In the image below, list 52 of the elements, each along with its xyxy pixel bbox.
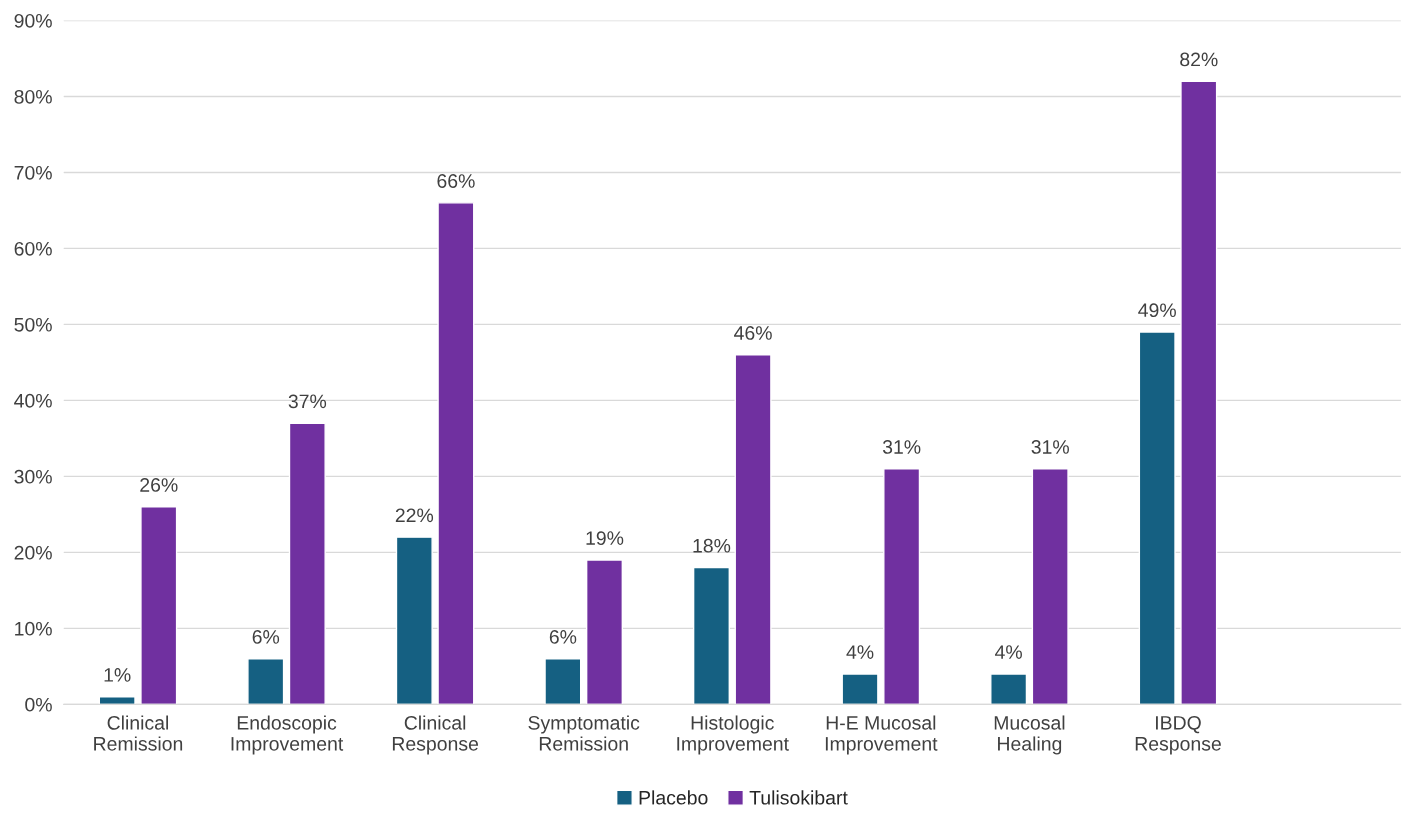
y-tick-label: 60%	[14, 241, 52, 256]
bar	[1180, 80, 1218, 705]
bar	[1031, 468, 1069, 705]
x-tick-label: Clinical Remission	[94, 715, 183, 751]
bar	[734, 354, 772, 705]
data-label: 4%	[846, 645, 874, 659]
x-tick-label: Endoscopic Improvement	[231, 715, 344, 755]
x-tick-label: H-E Mucosal Improvement	[825, 715, 938, 755]
y-tick-label: 50%	[14, 317, 52, 332]
bar	[585, 559, 624, 705]
legend-label: Tulisokibart	[749, 790, 848, 805]
data-label: 22%	[395, 508, 434, 523]
bar	[288, 422, 326, 705]
data-label: 46%	[734, 326, 772, 340]
bar	[841, 673, 879, 705]
x-tick-label: Histologic Improvement	[677, 715, 789, 755]
data-label: 19%	[586, 531, 624, 546]
y-tick-label: 40%	[14, 393, 52, 408]
data-label: 6%	[549, 630, 577, 644]
bar	[247, 658, 285, 705]
data-label: 31%	[882, 440, 921, 454]
y-tick-label: 10%	[15, 621, 52, 636]
x-tick-label: Mucosal Healing	[994, 715, 1065, 755]
bar	[140, 506, 178, 705]
y-tick-label: 80%	[14, 89, 52, 104]
data-label: 1%	[104, 668, 131, 682]
x-tick-label: Clinical Response	[392, 715, 479, 755]
x-tick-label: Symptomatic Remission	[528, 715, 640, 751]
x-tick-label: IBDQ Response	[1135, 715, 1221, 755]
bar	[883, 468, 921, 705]
legend-label: Placebo	[639, 790, 708, 805]
data-label: 82%	[1180, 52, 1218, 67]
bar	[1138, 331, 1176, 705]
bar	[544, 658, 582, 705]
data-label: 66%	[437, 174, 475, 188]
data-label: 37%	[288, 394, 327, 409]
y-tick-label: 90%	[14, 13, 52, 28]
bar	[437, 202, 475, 705]
y-tick-label: 70%	[14, 165, 52, 180]
y-tick-label: 0%	[25, 697, 52, 712]
bar	[692, 566, 730, 705]
data-label: 49%	[1138, 303, 1176, 318]
data-label: 4%	[995, 645, 1022, 659]
bar	[395, 536, 433, 705]
y-tick-label: 20%	[14, 545, 52, 560]
y-tick-label: 30%	[14, 469, 52, 484]
data-label: 31%	[1031, 440, 1069, 454]
data-label: 6%	[252, 630, 280, 644]
data-label: 18%	[693, 538, 731, 553]
data-label: 26%	[140, 478, 178, 492]
bar	[990, 673, 1028, 705]
bar	[98, 696, 136, 705]
